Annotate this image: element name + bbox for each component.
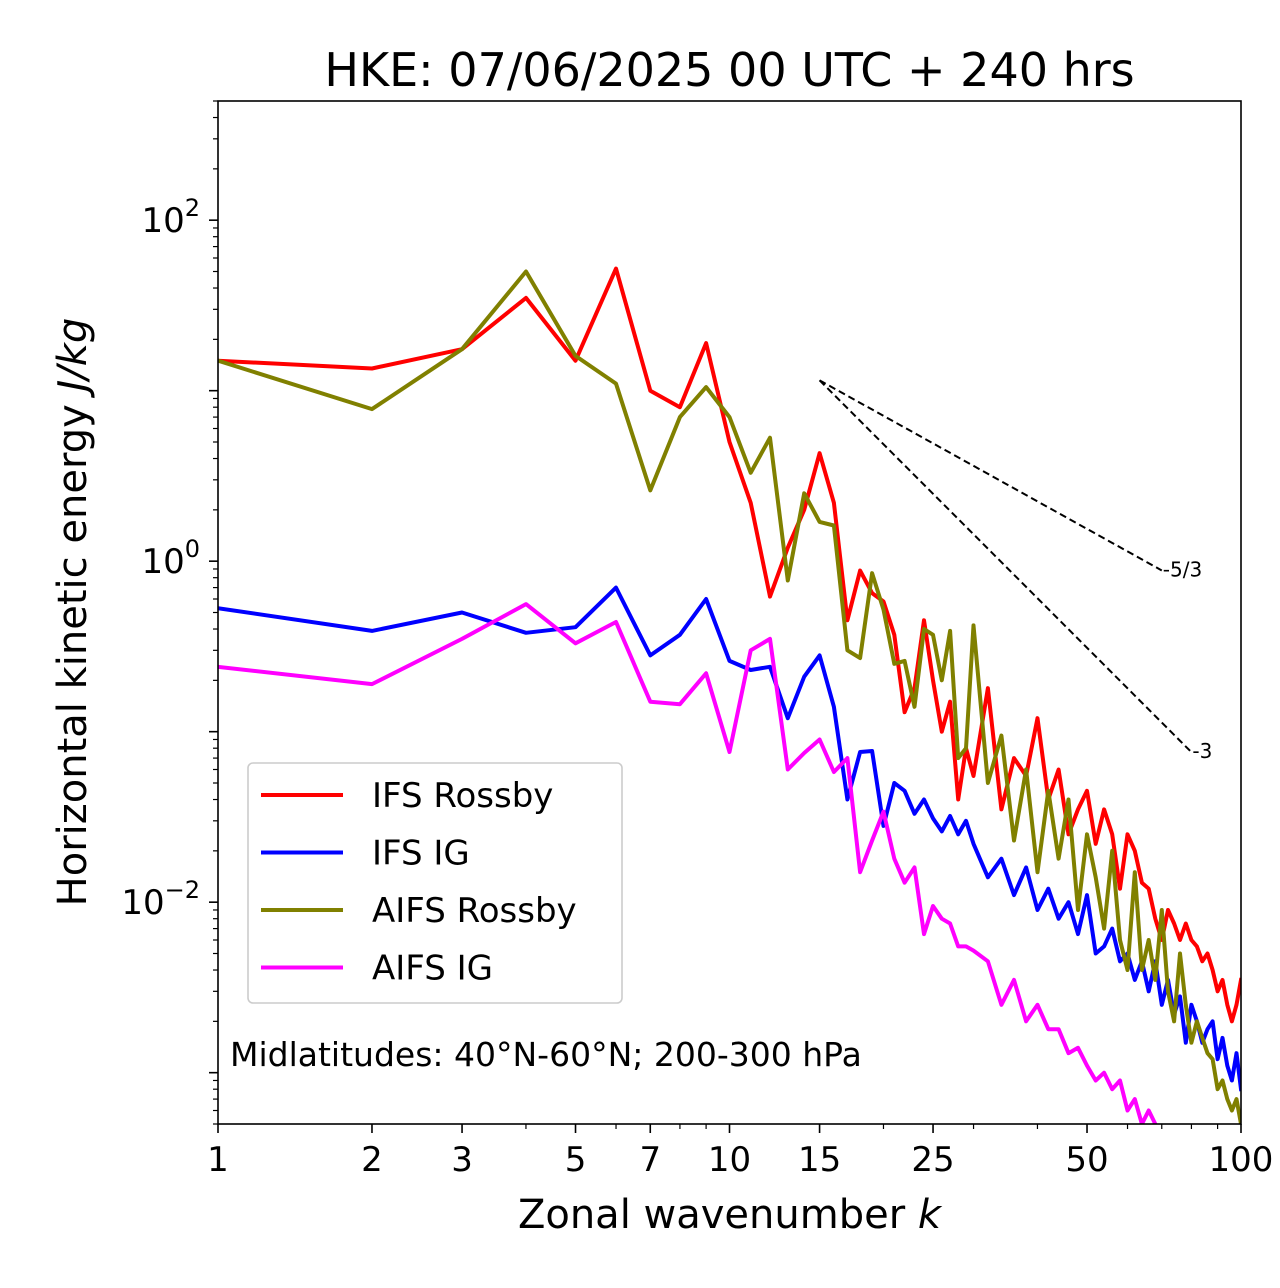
legend-label-ifs-rossby: IFS Rossby [372, 776, 553, 816]
y-tick-exponent: 2 [185, 194, 200, 222]
x-tick-label-2: 2 [361, 1140, 383, 1180]
x-axis-label: Zonal wavenumber k [518, 1192, 943, 1238]
x-tick-label-7: 7 [639, 1140, 661, 1180]
y-tick-exponent: 0 [185, 535, 200, 563]
y-axis-label-text: Horizontal kinetic energy [50, 404, 96, 906]
reference-slope-label-5-3: -5/3 [1163, 557, 1202, 581]
y-tick-label-2: 102 [141, 194, 200, 241]
x-axis-ticks: 1 2 3 5 7 10 15 25 50 100 [207, 1124, 1273, 1180]
legend-label-aifs-ig: AIFS IG [372, 949, 493, 989]
reference-slope-label-3: -3 [1192, 739, 1212, 763]
x-tick-label-15: 15 [798, 1140, 841, 1180]
y-tick-base: 10 [141, 542, 184, 582]
y-tick-base: 10 [121, 883, 164, 923]
x-tick-label-25: 25 [911, 1140, 954, 1180]
x-tick-label-10: 10 [708, 1140, 751, 1180]
legend: IFS Rossby IFS IG AIFS Rossby AIFS IG [247, 762, 623, 1004]
plot-frame [217, 100, 1242, 1125]
legend-label-aifs-rossby: AIFS Rossby [372, 891, 577, 931]
y-tick-exponent: −2 [165, 876, 200, 904]
y-axis-label: Horizontal kinetic energy J/kg [50, 318, 96, 907]
y-tick-label-2: 10−2 [121, 876, 200, 923]
x-tick-label-1: 1 [207, 1140, 229, 1180]
series-line-ifs-rossby [218, 266, 1241, 1024]
x-tick-label-50: 50 [1065, 1140, 1108, 1180]
x-tick-label-100: 100 [1209, 1140, 1274, 1180]
chart-title: HKE: 07/06/2025 00 UTC + 240 hrs [324, 43, 1134, 97]
region-annotation: Midlatitudes: 40°N-60°N; 200-300 hPa [230, 1035, 862, 1074]
y-tick-label-0: 100 [141, 535, 200, 582]
y-axis-units: J/kg [50, 318, 96, 399]
x-axis-symbol: k [918, 1192, 943, 1238]
y-tick-base: 10 [141, 201, 184, 241]
series-line-aifs-ig [218, 602, 1158, 1124]
series-lines [218, 266, 1241, 1124]
x-axis-label-text: Zonal wavenumber [518, 1192, 906, 1238]
legend-label-ifs-ig: IFS IG [372, 834, 470, 874]
x-tick-label-5: 5 [565, 1140, 587, 1180]
x-tick-label-3: 3 [451, 1140, 473, 1180]
legend-box [247, 762, 623, 1004]
series-line-aifs-rossby [218, 269, 1241, 1124]
